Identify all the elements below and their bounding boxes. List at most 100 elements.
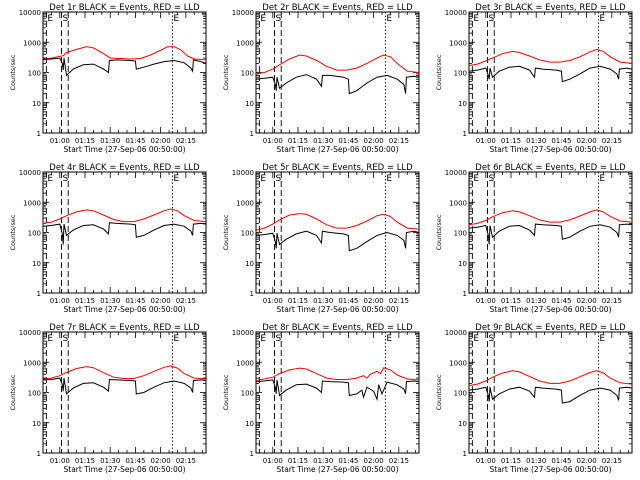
y-tick-label: 10 bbox=[245, 420, 254, 428]
events-series-line bbox=[42, 377, 207, 395]
detector-panel: Det 3r BLACK = Events, RED = LLD 1 10 100 10… bbox=[435, 3, 633, 154]
plot-frame bbox=[255, 171, 420, 294]
detector-panel: Det 7r BLACK = Events, RED = LLD 1 10 100 10… bbox=[9, 323, 207, 474]
lld-series-line bbox=[468, 209, 633, 226]
panel-title: Det 2r BLACK = Events, RED = LLD bbox=[262, 3, 413, 13]
x-tick-label: 02:00 bbox=[151, 457, 171, 465]
events-series-line bbox=[255, 379, 420, 402]
x-tick-label: 01:15 bbox=[501, 137, 521, 145]
time-marker-label: E bbox=[47, 14, 53, 24]
detector-panel: Det 2r BLACK = Events, RED = LLD 1 10 100 10… bbox=[222, 3, 420, 154]
y-tick-label: 10 bbox=[458, 100, 467, 108]
lld-series-line bbox=[42, 46, 207, 61]
x-tick-label: 01:45 bbox=[551, 297, 571, 305]
x-tick-label: 01:15 bbox=[75, 297, 95, 305]
y-tick-label: 100 bbox=[454, 230, 467, 238]
x-tick-label: 01:45 bbox=[338, 297, 358, 305]
time-marker-label: S bbox=[275, 14, 281, 24]
x-tick-label: 02:00 bbox=[577, 297, 597, 305]
x-tick-label: 01:15 bbox=[288, 297, 308, 305]
y-tick-label: 1000 bbox=[23, 359, 41, 367]
y-tick-label: 10 bbox=[245, 260, 254, 268]
events-series-line bbox=[42, 222, 207, 245]
y-tick-label: 10 bbox=[32, 420, 41, 428]
x-tick-label: 01:15 bbox=[75, 137, 95, 145]
x-axis-label: Start Time (27-Sep-06 00:50:00) bbox=[277, 465, 399, 474]
y-tick-label: 1000 bbox=[236, 199, 254, 207]
lld-series-line bbox=[255, 54, 420, 75]
time-marker-label: E bbox=[473, 14, 479, 24]
x-tick-label: 01:45 bbox=[125, 457, 145, 465]
x-tick-label: 02:15 bbox=[176, 297, 196, 305]
y-tick-label: 100 bbox=[28, 390, 41, 398]
plot-frame bbox=[42, 11, 207, 134]
time-marker-label: E bbox=[260, 334, 266, 344]
y-tick-label: 1000 bbox=[236, 359, 254, 367]
x-tick-label: 02:15 bbox=[389, 137, 409, 145]
y-tick-label: 1000 bbox=[23, 199, 41, 207]
lld-series-line bbox=[468, 370, 633, 386]
y-tick-label: 10000 bbox=[445, 9, 467, 17]
y-tick-label: 10000 bbox=[19, 9, 41, 17]
x-tick-label: 02:00 bbox=[151, 297, 171, 305]
detector-panel: Det 4r BLACK = Events, RED = LLD 1 10 100 10… bbox=[9, 163, 207, 314]
x-axis-label: Start Time (27-Sep-06 00:50:00) bbox=[277, 145, 399, 154]
x-tick-label: 01:45 bbox=[125, 137, 145, 145]
y-tick-label: 1000 bbox=[449, 39, 467, 47]
x-tick-label: 01:45 bbox=[338, 457, 358, 465]
plot-frame bbox=[468, 171, 633, 294]
x-tick-label: 01:15 bbox=[501, 297, 521, 305]
x-tick-label: 01:30 bbox=[100, 137, 120, 145]
detector-panel: Det 8r BLACK = Events, RED = LLD 1 10 100 10… bbox=[222, 323, 420, 474]
detector-panel: Det 6r BLACK = Events, RED = LLD 1 10 100 10… bbox=[435, 163, 633, 314]
x-tick-label: 02:00 bbox=[577, 457, 597, 465]
x-tick-label: 01:15 bbox=[501, 457, 521, 465]
x-tick-label: 01:00 bbox=[263, 297, 283, 305]
x-tick-label: 02:15 bbox=[176, 137, 196, 145]
x-tick-label: 01:30 bbox=[100, 297, 120, 305]
y-tick-label: 1000 bbox=[449, 199, 467, 207]
y-tick-label: 1 bbox=[37, 450, 41, 458]
x-tick-label: 01:30 bbox=[313, 297, 333, 305]
time-marker-label: E bbox=[386, 174, 392, 184]
panel-title: Det 1r BLACK = Events, RED = LLD bbox=[49, 3, 200, 13]
panel-title: Det 7r BLACK = Events, RED = LLD bbox=[49, 323, 200, 333]
panel-title: Det 9r BLACK = Events, RED = LLD bbox=[475, 323, 626, 333]
panel-title: Det 5r BLACK = Events, RED = LLD bbox=[262, 163, 413, 173]
lld-series-line bbox=[255, 213, 420, 231]
x-tick-label: 01:00 bbox=[50, 137, 70, 145]
lld-series-line bbox=[42, 365, 207, 380]
y-tick-label: 1 bbox=[463, 450, 467, 458]
x-axis-label: Start Time (27-Sep-06 00:50:00) bbox=[490, 305, 612, 314]
lld-series-line bbox=[255, 367, 420, 381]
y-tick-label: 1000 bbox=[449, 359, 467, 367]
y-tick-label: 10000 bbox=[232, 9, 254, 17]
y-axis-label: Counts/sec bbox=[222, 54, 230, 90]
detector-panel: Det 9r BLACK = Events, RED = LLD 1 10 100 10… bbox=[435, 323, 633, 474]
time-marker-label: E bbox=[173, 174, 179, 184]
panel-title: Det 3r BLACK = Events, RED = LLD bbox=[475, 3, 626, 13]
x-axis-label: Start Time (27-Sep-06 00:50:00) bbox=[64, 465, 186, 474]
x-tick-label: 01:15 bbox=[75, 457, 95, 465]
y-tick-label: 100 bbox=[241, 70, 254, 78]
time-marker-label: S bbox=[488, 14, 494, 24]
x-tick-label: 02:15 bbox=[602, 137, 622, 145]
x-tick-label: 01:00 bbox=[263, 457, 283, 465]
x-axis-label: Start Time (27-Sep-06 00:50:00) bbox=[64, 145, 186, 154]
x-tick-label: 02:15 bbox=[389, 297, 409, 305]
time-marker-label: E bbox=[473, 334, 479, 344]
time-marker-label: E bbox=[473, 174, 479, 184]
x-tick-label: 01:00 bbox=[50, 297, 70, 305]
y-axis-label: Counts/sec bbox=[435, 374, 443, 410]
y-tick-label: 10000 bbox=[19, 329, 41, 337]
x-axis-label: Start Time (27-Sep-06 00:50:00) bbox=[64, 305, 186, 314]
x-tick-label: 01:00 bbox=[476, 137, 496, 145]
time-marker-label: E bbox=[47, 334, 53, 344]
x-tick-label: 02:15 bbox=[389, 457, 409, 465]
x-tick-label: 01:30 bbox=[526, 137, 546, 145]
panel-title: Det 8r BLACK = Events, RED = LLD bbox=[262, 323, 413, 333]
y-tick-label: 1 bbox=[37, 130, 41, 138]
x-tick-label: 01:30 bbox=[526, 297, 546, 305]
plot-frame bbox=[255, 11, 420, 134]
time-marker-label: E bbox=[386, 14, 392, 24]
